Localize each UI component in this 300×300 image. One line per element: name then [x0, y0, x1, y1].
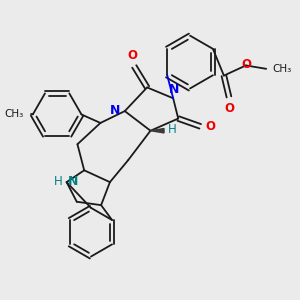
Text: N: N — [68, 175, 78, 188]
Text: N: N — [169, 82, 179, 95]
Text: H: H — [168, 122, 177, 136]
Text: N: N — [110, 104, 121, 117]
Text: H: H — [54, 175, 62, 188]
Text: CH₃: CH₃ — [272, 64, 292, 74]
Text: CH₃: CH₃ — [5, 110, 24, 119]
Text: O: O — [128, 49, 138, 62]
Polygon shape — [151, 128, 164, 133]
Text: O: O — [205, 120, 215, 133]
Text: O: O — [224, 102, 234, 115]
Text: O: O — [241, 58, 251, 71]
